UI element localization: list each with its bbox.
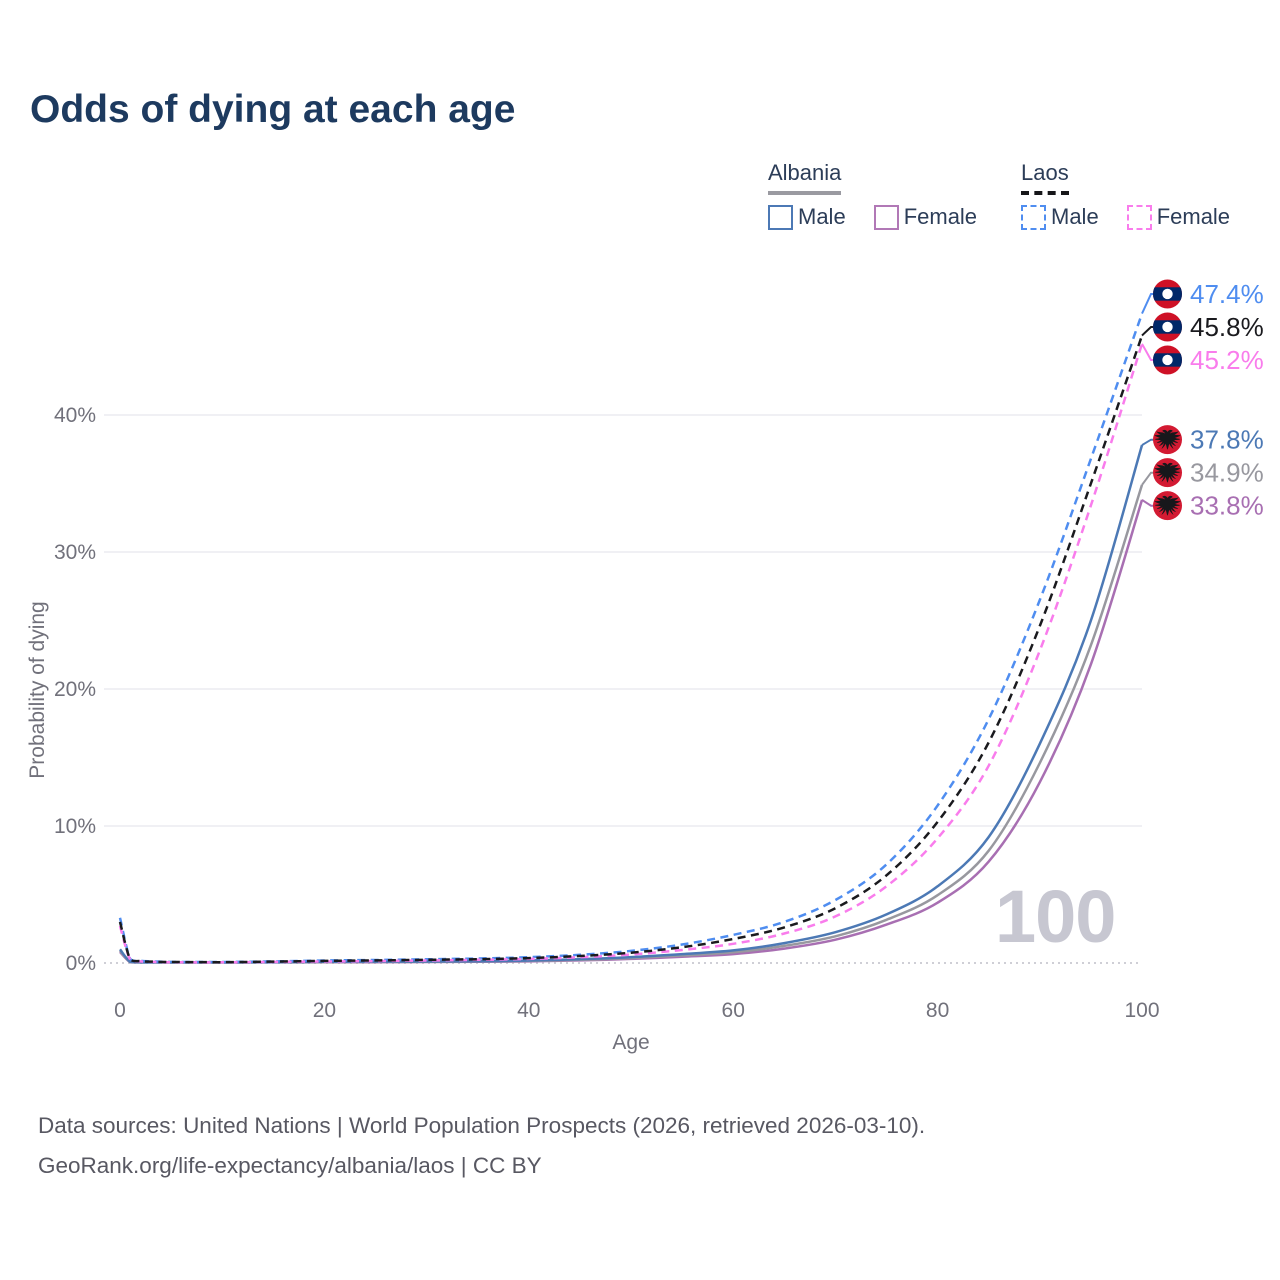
legend-item-label: Female bbox=[903, 204, 978, 229]
end-connector-albania-male bbox=[1141, 438, 1154, 446]
end-label-laos-female: 45.2% bbox=[1190, 345, 1264, 375]
curve-albania-female bbox=[119, 499, 1144, 964]
gridlines: 0% 10% 20% 30% 40% 0 20 40 60 80 100 bbox=[54, 404, 1160, 1022]
x-axis-title: Age bbox=[612, 1031, 649, 1054]
x-tick-label: 100 bbox=[1124, 999, 1159, 1022]
end-connector-laos-total bbox=[1141, 326, 1154, 337]
age-watermark: 100 bbox=[995, 875, 1116, 958]
end-connector-albania-female bbox=[1141, 499, 1154, 507]
end-label-albania-male: 37.8% bbox=[1190, 425, 1264, 455]
albania-male-swatch-icon bbox=[768, 204, 793, 230]
laos-flag-icon bbox=[1153, 345, 1182, 375]
y-tick-label: 10% bbox=[54, 815, 96, 838]
curve-lines bbox=[118, 313, 1144, 964]
legend-item-laos-female[interactable]: Female bbox=[1126, 204, 1231, 230]
curve-laos-total bbox=[118, 335, 1144, 964]
end-label-laos-total: 45.8% bbox=[1190, 312, 1264, 342]
footer-attribution: GeoRank.org/life-expectancy/albania/laos… bbox=[38, 1153, 542, 1178]
legend-item-laos-male[interactable]: Male bbox=[1021, 204, 1099, 230]
albania-female-swatch-icon bbox=[873, 204, 899, 230]
legend-items-albania: Male Female bbox=[768, 204, 977, 230]
legend-items-laos: Male Female bbox=[1021, 204, 1230, 230]
x-tick-label: 80 bbox=[926, 999, 949, 1022]
y-axis-title: Probability of dying bbox=[26, 601, 49, 778]
end-labels: 47.4%45.8%45.2% 37.8%34.9%33.8% bbox=[1141, 279, 1264, 521]
end-label-albania-female: 33.8% bbox=[1190, 491, 1264, 521]
legend-item-albania-female[interactable]: Female bbox=[873, 204, 978, 230]
albania-flag-icon bbox=[1153, 458, 1182, 488]
legend-group-laos: Laos Male Female bbox=[1021, 160, 1230, 230]
curve-laos-female bbox=[118, 343, 1144, 964]
legend-item-label: Male bbox=[1051, 204, 1099, 229]
y-tick-label: 40% bbox=[54, 404, 96, 427]
x-tick-label: 20 bbox=[313, 999, 336, 1022]
legend-group-albania: Albania Male Female bbox=[768, 160, 977, 230]
legend-country-albania[interactable]: Albania bbox=[768, 160, 842, 195]
end-connector-laos-female bbox=[1141, 343, 1154, 361]
laos-female-swatch-icon bbox=[1126, 204, 1152, 230]
mortality-chart: 0% 10% 20% 30% 40% 0 20 40 60 80 100 Probability o… bbox=[26, 279, 1264, 1054]
laos-flag-icon bbox=[1153, 279, 1182, 309]
end-connector-albania-total bbox=[1141, 471, 1154, 486]
legend-item-albania-male[interactable]: Male bbox=[768, 204, 846, 230]
curve-albania-male bbox=[119, 444, 1144, 964]
x-tick-label: 40 bbox=[517, 999, 540, 1022]
x-tick-label: 60 bbox=[722, 999, 745, 1022]
y-tick-label: 30% bbox=[54, 541, 96, 564]
end-label-laos-male: 47.4% bbox=[1190, 279, 1264, 309]
laos-flag-icon bbox=[1153, 312, 1182, 342]
curve-albania-total bbox=[119, 484, 1144, 964]
legend-country-laos[interactable]: Laos bbox=[1021, 160, 1069, 195]
page-title: Odds of dying at each age bbox=[30, 88, 516, 131]
end-label-albania-total: 34.9% bbox=[1190, 458, 1264, 488]
y-tick-label: 0% bbox=[66, 952, 96, 975]
end-connector-laos-male bbox=[1141, 293, 1154, 315]
curve-laos-male bbox=[118, 313, 1144, 964]
albania-flag-icon bbox=[1153, 425, 1182, 455]
footer: Data sources: United Nations | World Pop… bbox=[38, 1106, 925, 1186]
footer-sources: Data sources: United Nations | World Pop… bbox=[38, 1113, 926, 1138]
x-tick-label: 0 bbox=[114, 999, 126, 1022]
laos-male-swatch-icon bbox=[1021, 204, 1046, 230]
legend-item-label: Male bbox=[798, 204, 846, 229]
y-tick-label: 20% bbox=[54, 678, 96, 701]
legend-item-label: Female bbox=[1156, 204, 1231, 229]
albania-flag-icon bbox=[1153, 491, 1182, 521]
